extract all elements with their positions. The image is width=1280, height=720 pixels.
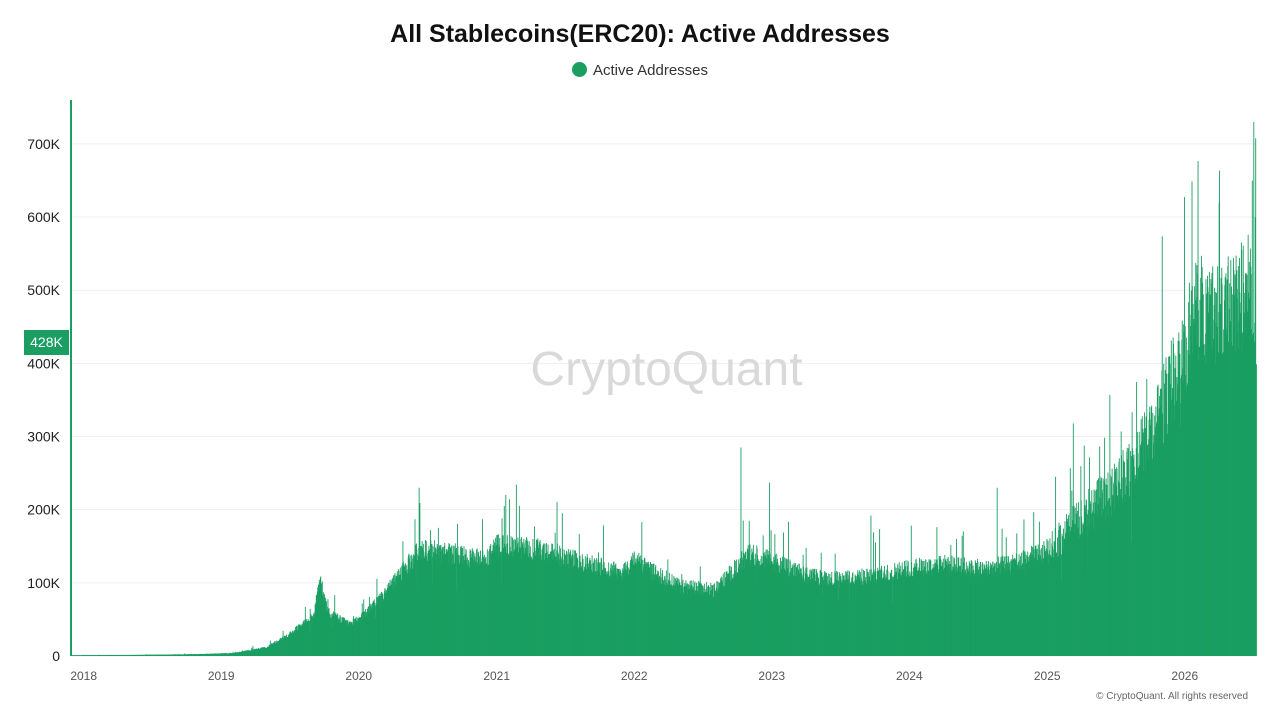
x-tick-label: 2018: [70, 669, 97, 683]
grid-lines: [72, 143, 1256, 657]
y-tick-label: 700K: [27, 136, 60, 152]
bar: [740, 447, 742, 656]
x-tick-label: 2023: [758, 669, 785, 683]
current-value-badge: 428K: [24, 330, 69, 355]
x-tick-label: 2025: [1034, 669, 1061, 683]
y-tick-label: 0: [52, 648, 60, 664]
legend-label: Active Addresses: [592, 62, 709, 79]
bar-series: [72, 121, 1257, 657]
x-tick-label: 2022: [621, 669, 648, 683]
bar: [1256, 364, 1257, 656]
axes: 0 100K 200K 300K 400K 500K 600K 700K 2018 2019 202…: [27, 100, 1198, 683]
y-tick-label: 400K: [27, 355, 60, 371]
copyright: © CryptoQuant. All rights reserved: [1096, 691, 1248, 702]
y-tick-label: 600K: [27, 209, 60, 225]
y-tick-label: 300K: [27, 429, 60, 445]
y-tick-label: 100K: [27, 575, 60, 591]
watermark: CryptoQuant: [530, 343, 803, 396]
x-tick-label: 2026: [1171, 669, 1198, 683]
y-tick-label: 500K: [27, 282, 60, 298]
x-tick-label: 2021: [483, 669, 510, 683]
y-tick-label: 200K: [27, 502, 60, 518]
chart-title: All Stablecoins(ERC20): Active Addresses: [390, 20, 890, 48]
legend[interactable]: Active Addresses: [0, 62, 1280, 79]
x-tick-label: 2020: [345, 669, 372, 683]
x-tick-label: 2019: [208, 669, 235, 683]
x-tick-label: 2024: [896, 669, 923, 683]
legend-marker: [571, 62, 587, 77]
